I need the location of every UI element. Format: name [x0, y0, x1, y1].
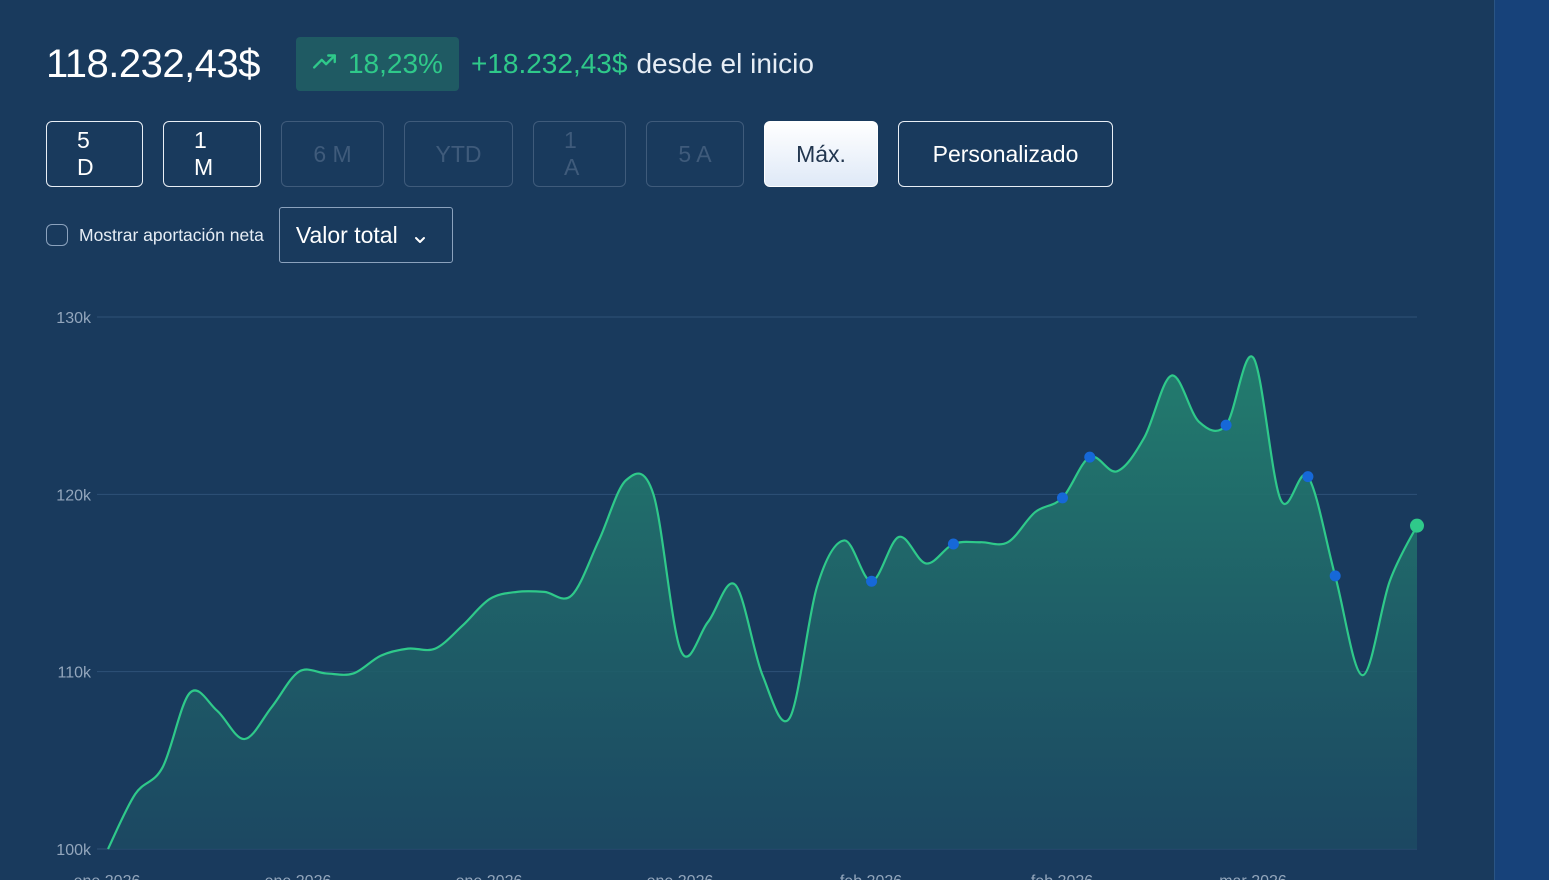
- performance-badge: 18,23%: [295, 37, 459, 91]
- event-marker[interactable]: [1220, 419, 1232, 431]
- event-marker[interactable]: [866, 575, 878, 587]
- change-percent: 18,23%: [347, 48, 443, 79]
- event-marker[interactable]: [1329, 570, 1341, 582]
- x-tick-label: feb 2026: [1031, 873, 1093, 880]
- event-marker[interactable]: [1084, 451, 1096, 463]
- total-value: 118.232,43$: [46, 41, 260, 86]
- range-button-1a: 1 A: [533, 121, 626, 187]
- range-button-6m: 6 M: [281, 121, 384, 187]
- time-range-selector: 5 D 1 M 6 M YTD 1 A 5 A Máx. Personaliza…: [46, 121, 1113, 187]
- summary-row: 118.232,43$ 18,23% +18.232,43$ desde el …: [46, 36, 814, 92]
- y-tick-label: 100k: [56, 842, 92, 859]
- event-marker[interactable]: [1056, 492, 1068, 504]
- x-tick-label: feb 2026: [840, 873, 902, 880]
- since-label: desde el inicio: [636, 48, 814, 79]
- y-tick-label: 110k: [57, 665, 92, 682]
- series-line[interactable]: [107, 355, 1418, 850]
- x-tick-label: mar 2026: [1219, 873, 1287, 880]
- portfolio-chart[interactable]: 130k 120k 110k 100k ene 2026 ene 2026 ene 2026…: [0, 290, 1494, 880]
- current-value-point[interactable]: [1410, 518, 1424, 533]
- change-amount: +18.232,43$: [470, 48, 628, 79]
- range-button-1m[interactable]: 1 M: [163, 121, 261, 187]
- y-tick-label: 130k: [56, 310, 92, 327]
- range-button-5a: 5 A: [646, 121, 744, 187]
- side-panel-edge: [1494, 0, 1549, 880]
- net-contribution-label[interactable]: Mostrar aportación neta: [79, 224, 264, 245]
- x-tick-label: ene 2026: [265, 873, 332, 880]
- chevron-down-icon: [412, 227, 428, 243]
- metric-select[interactable]: Valor total: [278, 207, 453, 263]
- y-tick-label: 120k: [56, 487, 92, 504]
- event-marker[interactable]: [947, 538, 959, 550]
- event-marker[interactable]: [1302, 471, 1314, 483]
- range-button-custom[interactable]: Personalizado: [898, 121, 1113, 187]
- metric-select-value: Valor total: [295, 221, 398, 248]
- x-tick-label: ene 2026: [74, 873, 141, 880]
- range-button-ytd: YTD: [404, 121, 513, 187]
- range-button-max[interactable]: Máx.: [764, 121, 878, 187]
- main-panel: 118.232,43$ 18,23% +18.232,43$ desde el …: [0, 36, 1494, 880]
- net-contribution-checkbox[interactable]: [46, 224, 68, 246]
- x-tick-label: ene 2026: [647, 873, 714, 880]
- series-area: [108, 356, 1417, 849]
- range-button-5d[interactable]: 5 D: [46, 121, 143, 187]
- chart-svg[interactable]: 130k 120k 110k 100k ene 2026 ene 2026 ene 2026…: [0, 290, 1494, 880]
- trending-up-icon: [312, 49, 338, 80]
- x-tick-label: ene 2026: [456, 873, 523, 880]
- chart-options: Mostrar aportación neta Valor total: [46, 207, 453, 263]
